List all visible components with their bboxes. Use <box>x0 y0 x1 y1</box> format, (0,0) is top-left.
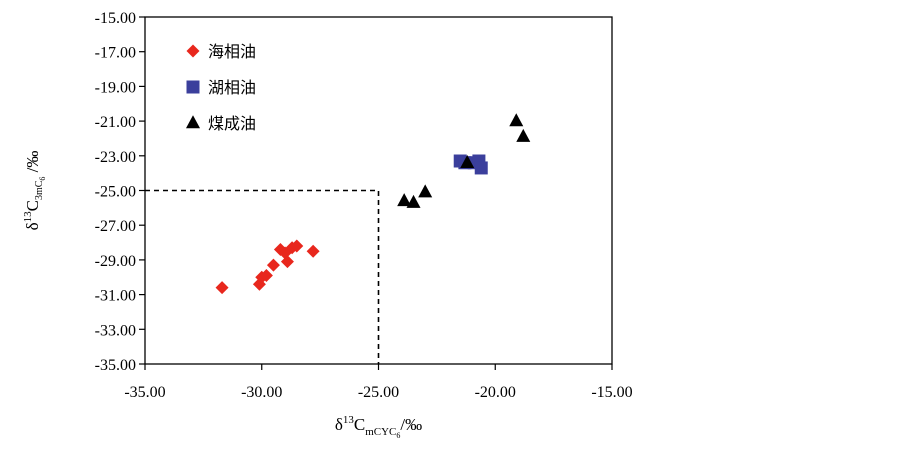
y-tick-label: -21.00 <box>95 114 136 131</box>
y-tick-label: -23.00 <box>95 149 136 166</box>
diamond-data-point <box>215 281 229 295</box>
diamond-data-point <box>280 255 294 269</box>
y-tick-label: -31.00 <box>95 288 136 305</box>
x-tick-label: -20.00 <box>475 384 516 401</box>
y-tick-label: -19.00 <box>95 79 136 96</box>
y-tick-label: -15.00 <box>95 10 136 27</box>
triangle-data-point <box>460 154 475 168</box>
triangle-data-point <box>397 193 412 207</box>
y-tick-label: -29.00 <box>95 253 136 270</box>
x-axis: -35.00 -30.00 -25.00 -20.00 -15.00 <box>124 364 633 401</box>
legend-label: 湖相油 <box>208 78 256 97</box>
y-axis: -35.00 -33.00 -31.00 -29.00 -27.00 -25.00 -23.… <box>95 10 145 374</box>
triangle-data-point <box>406 194 421 208</box>
square-data-point <box>474 161 488 175</box>
y-axis-title: δ13C3mC6 /‰ <box>22 151 47 231</box>
legend-label: 煤成油 <box>208 114 256 133</box>
triangle-data-point <box>509 113 524 127</box>
diamond-data-point <box>259 269 273 283</box>
legend-triangle-marker <box>186 115 200 129</box>
y-tick-label: -17.00 <box>95 45 136 62</box>
triangle-data-point <box>418 184 433 198</box>
diamond-data-point <box>306 244 320 258</box>
x-tick-label: -35.00 <box>124 384 165 401</box>
diamond-data-point <box>266 258 280 272</box>
x-tick-label: -30.00 <box>241 384 282 401</box>
legend-square-marker <box>186 80 200 94</box>
x-axis-title: δ13CmCYC6/‰ <box>335 414 422 440</box>
diamond-data-point <box>290 239 304 253</box>
x-tick-label: -25.00 <box>358 384 399 401</box>
triangle-data-point <box>516 128 531 142</box>
y-tick-label: -35.00 <box>95 357 136 374</box>
y-tick-label: -33.00 <box>95 322 136 339</box>
y-tick-label: -25.00 <box>95 184 136 201</box>
y-tick-label: -27.00 <box>95 218 136 235</box>
legend-label: 海相油 <box>208 42 256 61</box>
data-points <box>215 113 531 295</box>
x-tick-label: -15.00 <box>591 384 632 401</box>
legend-diamond-marker <box>186 44 200 58</box>
